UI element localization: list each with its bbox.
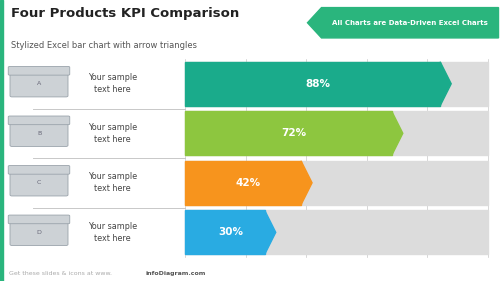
Polygon shape [301, 161, 312, 205]
FancyBboxPatch shape [10, 119, 68, 146]
Bar [185, 111, 392, 155]
FancyBboxPatch shape [8, 67, 70, 75]
Polygon shape [265, 210, 276, 254]
Text: Your sample
text here: Your sample text here [88, 123, 137, 144]
Text: A: A [37, 81, 41, 86]
Text: 72%: 72% [282, 128, 306, 138]
FancyBboxPatch shape [8, 116, 70, 125]
Polygon shape [308, 8, 498, 38]
Text: 88%: 88% [306, 79, 330, 89]
Bar [185, 62, 440, 106]
FancyBboxPatch shape [8, 215, 70, 224]
Text: infoDiagram.com: infoDiagram.com [145, 271, 206, 276]
FancyBboxPatch shape [10, 69, 68, 97]
Bar [185, 111, 488, 155]
Text: Your sample
text here: Your sample text here [88, 222, 137, 243]
Polygon shape [440, 62, 451, 106]
Text: Four Products KPI Comparison: Four Products KPI Comparison [11, 7, 239, 20]
Text: All Charts are Data-Driven Excel Charts: All Charts are Data-Driven Excel Charts [332, 20, 488, 26]
Text: B: B [37, 131, 41, 136]
Text: Get these slides & icons at www.: Get these slides & icons at www. [9, 271, 112, 276]
FancyBboxPatch shape [8, 166, 70, 174]
Text: C: C [37, 180, 41, 185]
FancyBboxPatch shape [10, 218, 68, 246]
Bar [185, 161, 488, 205]
Text: 42%: 42% [236, 178, 261, 188]
Bar [185, 210, 265, 254]
Text: Stylized Excel bar chart with arrow triangles: Stylized Excel bar chart with arrow tria… [11, 41, 197, 50]
Bar [185, 62, 488, 106]
FancyBboxPatch shape [10, 168, 68, 196]
Text: 30%: 30% [218, 227, 243, 237]
Text: Your sample
text here: Your sample text here [88, 173, 137, 193]
Bar [185, 161, 301, 205]
Text: Your sample
text here: Your sample text here [88, 73, 137, 94]
Polygon shape [392, 111, 403, 155]
Bar [185, 210, 488, 254]
Text: D: D [36, 230, 42, 235]
